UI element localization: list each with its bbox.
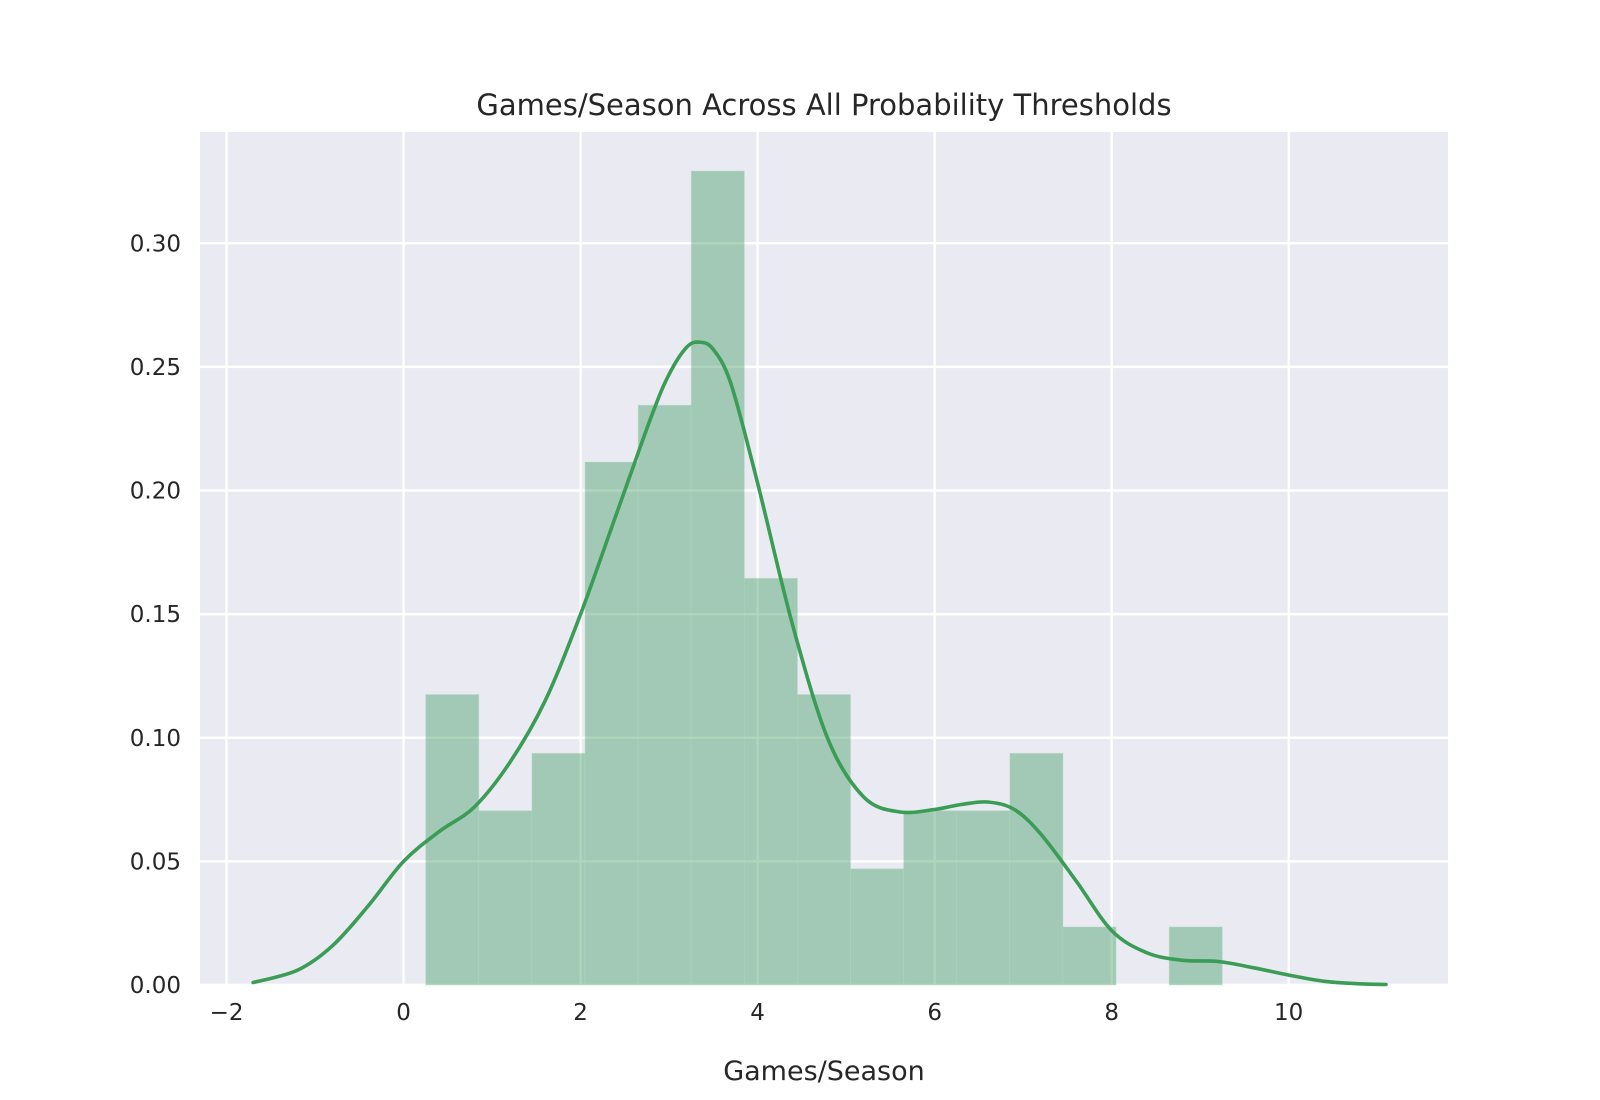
histogram-bar-3 <box>585 462 638 985</box>
x-tick-label-1: 0 <box>396 1000 411 1026</box>
histogram-bar-7 <box>797 694 850 985</box>
histogram-bar-10 <box>957 811 1010 985</box>
histogram-bar-12 <box>1063 927 1116 985</box>
x-tick-labels: −2 0 2 4 6 8 10 <box>210 1000 1304 1026</box>
x-tick-label-3: 4 <box>750 1000 765 1026</box>
y-tick-labels: 0.00 0.05 0.10 0.15 0.20 0.25 0.30 <box>130 231 181 999</box>
histogram-bar-4 <box>638 405 691 985</box>
y-tick-label-0: 0.00 <box>130 973 181 999</box>
histogram-bar-1 <box>479 811 532 985</box>
x-tick-label-0: −2 <box>210 1000 244 1026</box>
y-tick-label-6: 0.30 <box>130 231 181 257</box>
x-tick-label-4: 6 <box>927 1000 942 1026</box>
y-tick-label-4: 0.20 <box>130 479 181 505</box>
x-tick-label-5: 8 <box>1104 1000 1119 1026</box>
y-tick-label-5: 0.25 <box>130 355 181 381</box>
x-tick-label-2: 2 <box>573 1000 588 1026</box>
histogram-bar-0 <box>426 694 479 985</box>
histogram-bar-8 <box>851 869 904 985</box>
x-axis-label: Games/Season <box>723 1056 925 1087</box>
histogram-bar-14 <box>1169 927 1222 985</box>
histogram-bar-6 <box>744 578 797 985</box>
y-tick-label-3: 0.15 <box>130 602 181 628</box>
histogram-bar-9 <box>904 811 957 985</box>
histogram-bar-5 <box>691 171 744 985</box>
y-tick-label-1: 0.05 <box>130 849 181 875</box>
histogram-bar-2 <box>532 753 585 985</box>
x-tick-label-6: 10 <box>1274 1000 1303 1026</box>
chart-title: Games/Season Across All Probability Thre… <box>476 88 1171 122</box>
y-tick-label-2: 0.10 <box>130 726 181 752</box>
histogram-bar-11 <box>1010 753 1063 985</box>
